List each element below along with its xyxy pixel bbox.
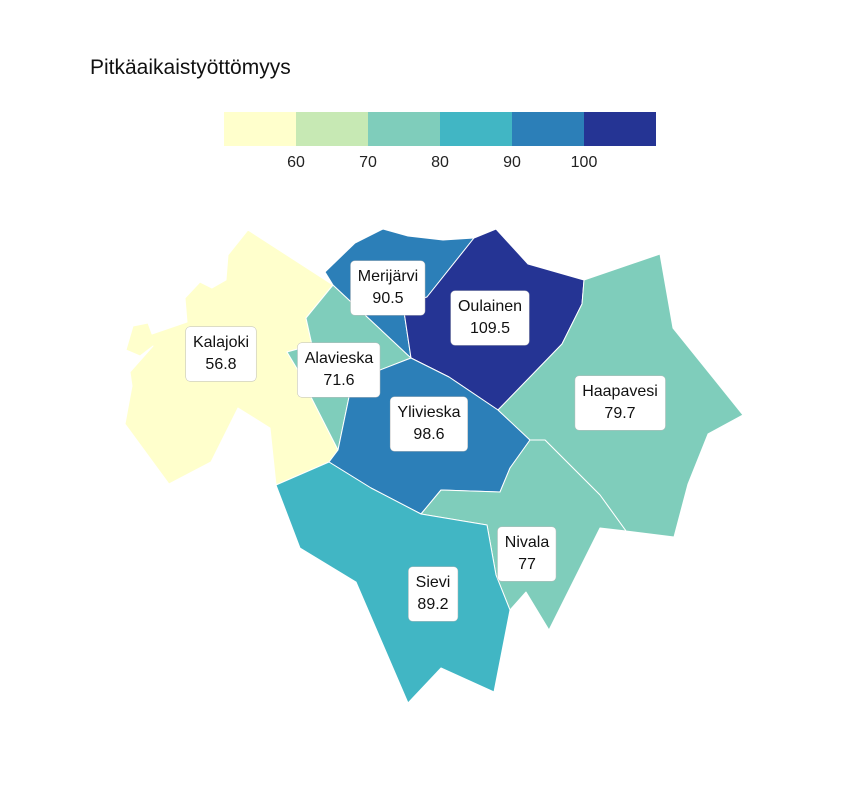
region-name: Kalajoki [192, 334, 250, 351]
region-name: Sievi [415, 574, 451, 591]
legend-tick-label: 80 [431, 154, 449, 171]
region-value: 90.5 [372, 290, 404, 307]
region-value: 98.6 [413, 426, 445, 443]
region-value: 56.8 [205, 356, 237, 373]
legend-swatch [440, 112, 512, 146]
region-name: Alavieska [304, 350, 374, 367]
legend-swatch [224, 112, 296, 146]
region-label-alavieska: Alavieska 71.6 [297, 343, 381, 397]
legend-swatch [584, 112, 656, 146]
region-label-haapavesi: Haapavesi 79.7 [575, 376, 665, 430]
region-label-sievi: Sievi 89.2 [408, 567, 458, 621]
legend-tick-label: 100 [570, 154, 598, 171]
region-label-kalajoki: Kalajoki 56.8 [185, 327, 257, 381]
region-label-ylivieska: Ylivieska 98.6 [390, 397, 468, 451]
legend-swatch [368, 112, 440, 146]
region-label-oulainen: Oulainen 109.5 [450, 291, 530, 345]
region-value: 71.6 [323, 372, 355, 389]
legend-tick-label: 70 [359, 154, 377, 171]
legend-tick-label: 60 [287, 154, 305, 171]
legend-ticks: 60 70 80 90 100 [224, 154, 656, 174]
map-title: Pitkäaikaistyöttömyys [90, 56, 291, 79]
legend-tick-label: 90 [503, 154, 521, 171]
region-label-nivala: Nivala 77 [497, 527, 557, 581]
legend-swatch [512, 112, 584, 146]
region-name: Merijärvi [357, 268, 419, 285]
region-sievi[interactable] [275, 461, 511, 704]
legend-swatch [296, 112, 368, 146]
color-legend [224, 112, 656, 146]
region-name: Nivala [504, 534, 550, 551]
region-name: Ylivieska [397, 404, 461, 421]
region-value: 89.2 [417, 596, 449, 613]
region-value: 109.5 [469, 320, 511, 337]
region-name: Oulainen [457, 298, 523, 315]
region-value: 79.7 [604, 405, 636, 422]
region-name: Haapavesi [582, 383, 658, 400]
region-label-merijarvi: Merijärvi 90.5 [350, 261, 426, 315]
region-value: 77 [518, 556, 536, 573]
